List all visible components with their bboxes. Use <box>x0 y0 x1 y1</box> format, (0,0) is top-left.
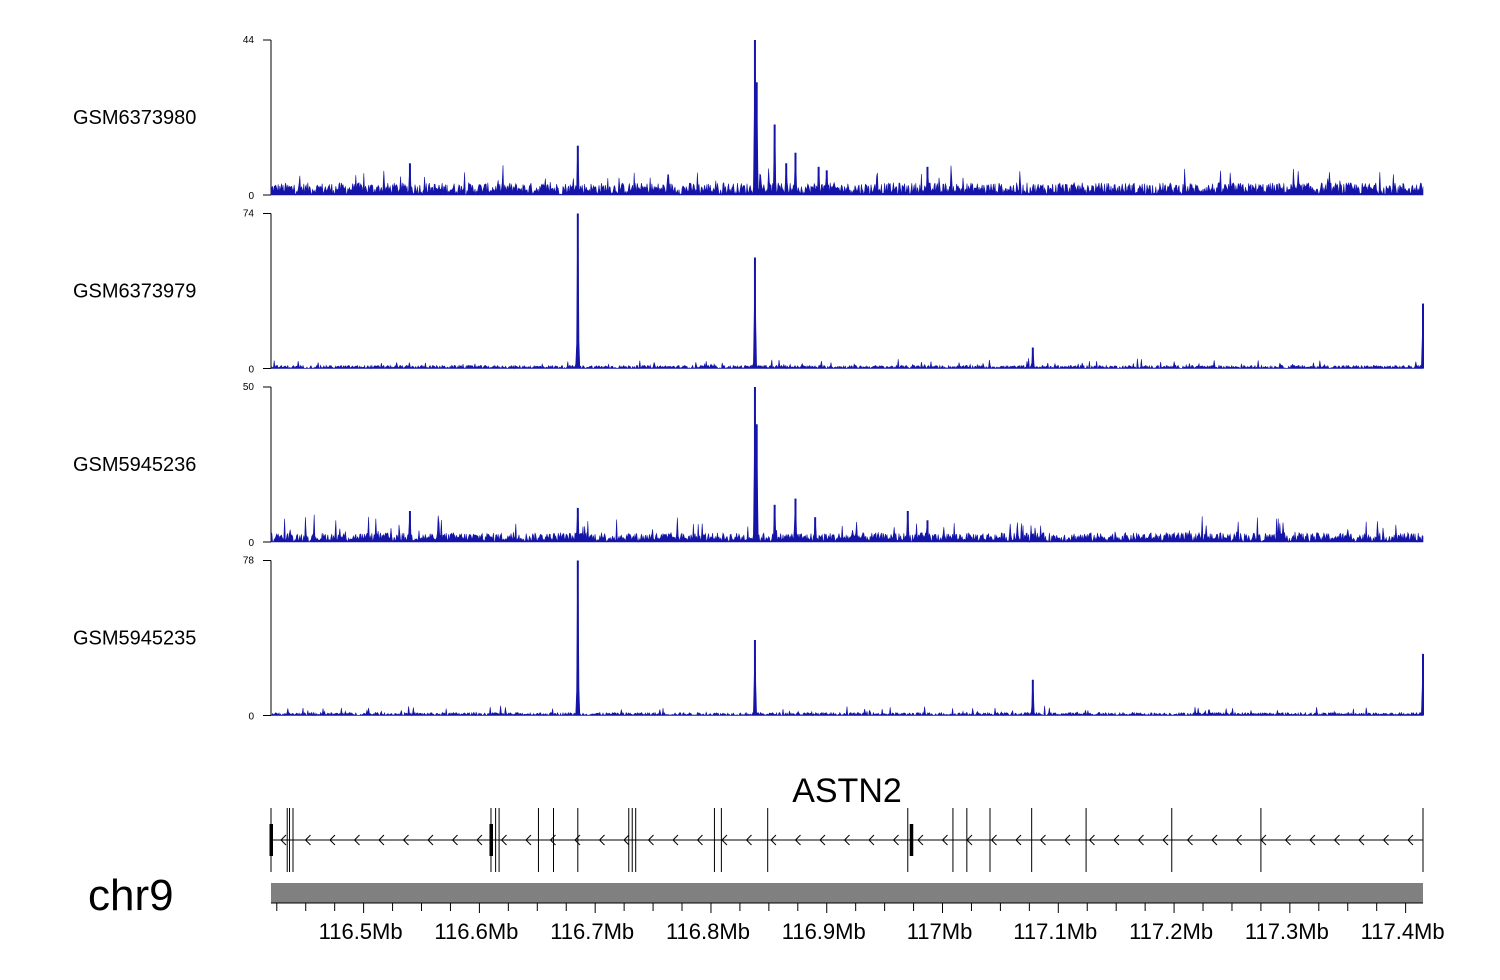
strand-arrow <box>1137 834 1144 846</box>
strand-arrow <box>500 834 507 846</box>
strand-arrow <box>1235 834 1242 846</box>
gene-exon-thick <box>269 824 273 856</box>
strand-arrow <box>819 834 826 846</box>
strand-arrow <box>1333 834 1340 846</box>
coverage-track: GSM5945236 50 0 <box>73 382 1424 549</box>
y-tick-label-min: 0 <box>248 538 254 549</box>
strand-arrow <box>696 834 703 846</box>
x-tick-label: 117.3Mb <box>1245 919 1329 944</box>
strand-arrow <box>917 834 924 846</box>
strand-arrow <box>329 834 336 846</box>
track-sample-label: GSM5945236 <box>73 454 196 476</box>
y-tick-label-max: 50 <box>243 382 255 393</box>
x-tick-label: 117Mb <box>907 919 973 944</box>
strand-arrow <box>476 834 483 846</box>
track-sample-label: GSM5945235 <box>73 628 196 650</box>
gene-exon-thick <box>489 824 493 856</box>
strand-arrow <box>843 834 850 846</box>
coverage-track: GSM5945235 78 0 <box>73 556 1424 723</box>
strand-arrow <box>1039 834 1046 846</box>
x-tick-label: 116.5Mb <box>319 919 403 944</box>
strand-arrow <box>525 834 532 846</box>
strand-arrow <box>1162 834 1169 846</box>
strand-arrow <box>427 834 434 846</box>
coverage-track: GSM6373979 74 0 <box>73 209 1424 376</box>
strand-arrow <box>378 834 385 846</box>
y-tick-label-max: 78 <box>243 556 255 567</box>
y-tick-label-min: 0 <box>248 191 254 202</box>
coverage-signal <box>270 239 1424 370</box>
strand-arrow <box>1088 834 1095 846</box>
strand-arrow <box>941 834 948 846</box>
gene-name-label: ASTN2 <box>792 772 902 810</box>
strand-arrow <box>770 834 777 846</box>
x-tick-label: 117.4Mb <box>1361 919 1445 944</box>
gene-annotation-track: ASTN2 <box>269 772 1424 872</box>
x-tick-label: 117.2Mb <box>1129 919 1213 944</box>
strand-arrow <box>990 834 997 846</box>
x-tick-label: 116.8Mb <box>666 919 750 944</box>
x-tick-label: 116.9Mb <box>782 919 866 944</box>
strand-arrow <box>892 834 899 846</box>
coverage-tracks: GSM6373980440GSM6373979740GSM5945236500G… <box>73 35 1424 723</box>
x-tick-label: 116.6Mb <box>434 919 518 944</box>
track-sample-label: GSM6373980 <box>73 107 196 129</box>
gene-exon-thick <box>909 824 914 856</box>
coverage-signal <box>270 586 1424 717</box>
strand-arrow <box>1186 834 1193 846</box>
x-tick-label: 116.7Mb <box>550 919 634 944</box>
strand-arrow <box>1309 834 1316 846</box>
coverage-signal <box>270 387 1424 544</box>
strand-arrow <box>1382 834 1389 846</box>
coverage-track: GSM6373980 44 0 <box>73 35 1424 202</box>
chromosome-bar <box>271 883 1423 903</box>
strand-arrow <box>304 834 311 846</box>
strand-arrow <box>1113 834 1120 846</box>
x-tick-label: 117.1Mb <box>1013 919 1097 944</box>
strand-arrow <box>794 834 801 846</box>
y-tick-label-max: 74 <box>243 209 255 220</box>
strand-arrow <box>1358 834 1365 846</box>
strand-arrow <box>280 834 287 846</box>
strand-arrow <box>623 834 630 846</box>
y-tick-label-min: 0 <box>248 365 254 376</box>
y-tick-label-max: 44 <box>243 35 255 46</box>
strand-arrow <box>721 834 728 846</box>
strand-arrow <box>1407 834 1414 846</box>
strand-arrow <box>353 834 360 846</box>
strand-arrow <box>745 834 752 846</box>
y-tick-label-min: 0 <box>248 712 254 723</box>
chromosome-label: chr9 <box>88 871 174 920</box>
strand-arrow <box>868 834 875 846</box>
strand-arrow <box>402 834 409 846</box>
strand-arrow <box>1211 834 1218 846</box>
strand-arrow <box>1284 834 1291 846</box>
chromosome-ideogram: chr9 <box>88 871 1423 920</box>
track-sample-label: GSM6373979 <box>73 281 196 303</box>
strand-arrow <box>451 834 458 846</box>
strand-arrow <box>1015 834 1022 846</box>
genomic-x-axis: 116.5Mb 116.6Mb 116.7Mb 116.8Mb 116.9Mb 117Mb… <box>271 902 1445 944</box>
strand-arrow <box>574 834 581 846</box>
strand-arrow <box>1064 834 1071 846</box>
coverage-signal <box>270 40 1424 196</box>
strand-arrow <box>598 834 605 846</box>
strand-arrow <box>647 834 654 846</box>
strand-arrow <box>672 834 679 846</box>
